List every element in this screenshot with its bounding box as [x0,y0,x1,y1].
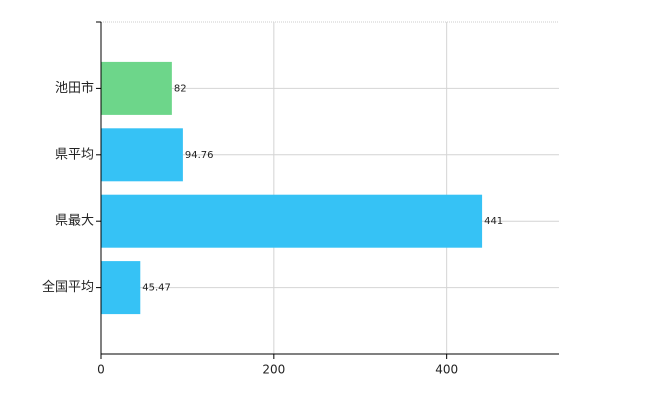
value-label: 82 [174,83,187,94]
x-tick-label: 200 [262,363,285,377]
bar [101,61,172,115]
y-tick-label: 県最大 [55,214,94,229]
y-tick-label: 県平均 [55,147,94,162]
value-label: 94.76 [185,150,214,161]
y-tick-label: 全国平均 [42,279,94,295]
x-tick-label: 400 [435,363,458,377]
value-label: 441 [484,216,503,227]
y-tick-label: 池田市 [55,80,94,96]
bar [101,194,483,248]
bar [101,128,183,182]
value-label: 45.47 [142,283,171,294]
x-tick-label: 0 [97,363,105,377]
bar [101,261,141,315]
